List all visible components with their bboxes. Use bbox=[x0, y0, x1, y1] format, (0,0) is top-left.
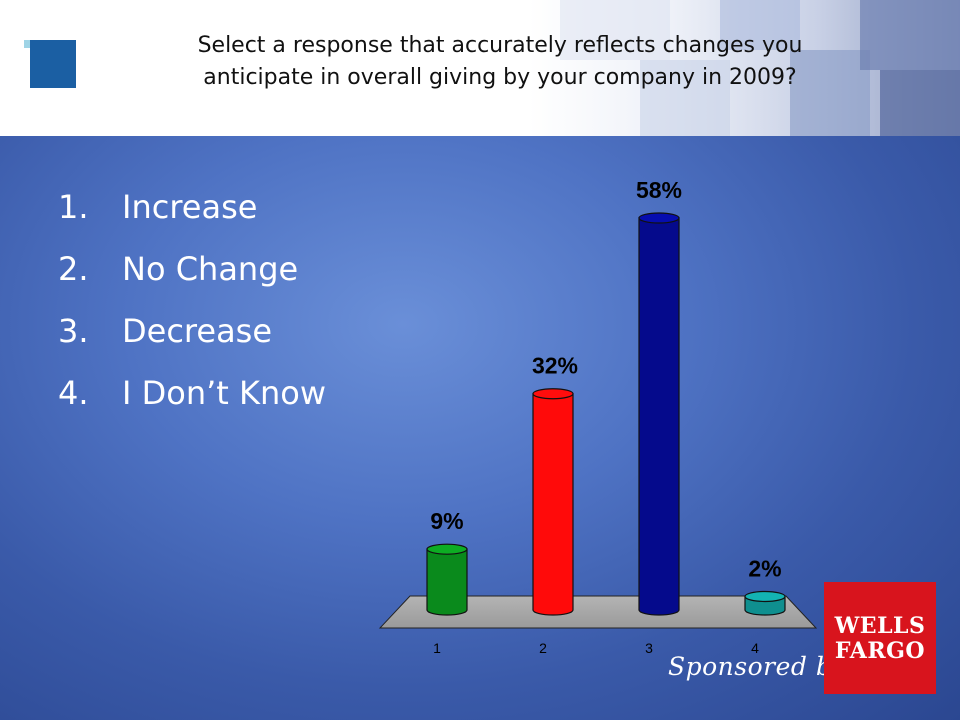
option-number: 4. bbox=[58, 374, 89, 412]
response-options-list: 1. Increase 2. No Change 3. Decrease 4. I Do… bbox=[58, 176, 326, 424]
option-label: Increase bbox=[122, 188, 258, 226]
question-title: Select a response that accurately reflec… bbox=[110, 30, 890, 94]
logo-text-line-2: FARGO bbox=[834, 638, 926, 664]
question-line-1: Select a response that accurately reflec… bbox=[197, 33, 803, 58]
option-item: 1. Increase bbox=[58, 176, 326, 238]
x-tick-label-3: 3 bbox=[645, 640, 653, 656]
logo-square bbox=[30, 40, 76, 88]
data-label-4: 2% bbox=[748, 555, 781, 581]
logo-text-line-1: WELLS bbox=[834, 613, 926, 639]
option-label: No Change bbox=[122, 250, 299, 288]
bar-3 bbox=[638, 212, 680, 616]
data-label-3: 58% bbox=[636, 177, 682, 203]
bar-1 bbox=[426, 543, 468, 616]
header-banner: Select a response that accurately reflec… bbox=[0, 0, 960, 136]
question-line-2: anticipate in overall giving by your com… bbox=[203, 65, 797, 90]
option-number: 3. bbox=[58, 312, 89, 350]
option-label: Decrease bbox=[122, 312, 273, 350]
header-tile bbox=[640, 60, 730, 136]
option-item: 3. Decrease bbox=[58, 300, 326, 362]
header-tile bbox=[790, 50, 870, 136]
header-tile bbox=[860, 0, 960, 70]
x-tick-label-1: 1 bbox=[433, 640, 441, 656]
option-number: 1. bbox=[58, 188, 89, 226]
x-tick-label-2: 2 bbox=[539, 640, 547, 656]
option-item: 4. I Don’t Know bbox=[58, 362, 326, 424]
option-label: I Don’t Know bbox=[122, 374, 327, 412]
data-label-1: 9% bbox=[430, 508, 463, 534]
header-tile bbox=[720, 0, 800, 50]
option-item: 2. No Change bbox=[58, 238, 326, 300]
bar-2 bbox=[532, 388, 574, 616]
header-tile bbox=[880, 70, 960, 136]
sponsored-by-text: Sponsored by bbox=[668, 652, 847, 681]
bar-4 bbox=[744, 590, 786, 616]
x-tick-label-4: 4 bbox=[751, 640, 759, 656]
data-label-2: 32% bbox=[532, 353, 578, 379]
option-number: 2. bbox=[58, 250, 89, 288]
header-tile bbox=[560, 0, 670, 60]
wells-fargo-logo: WELLS FARGO bbox=[824, 582, 936, 694]
logo-accent-square bbox=[24, 40, 32, 48]
